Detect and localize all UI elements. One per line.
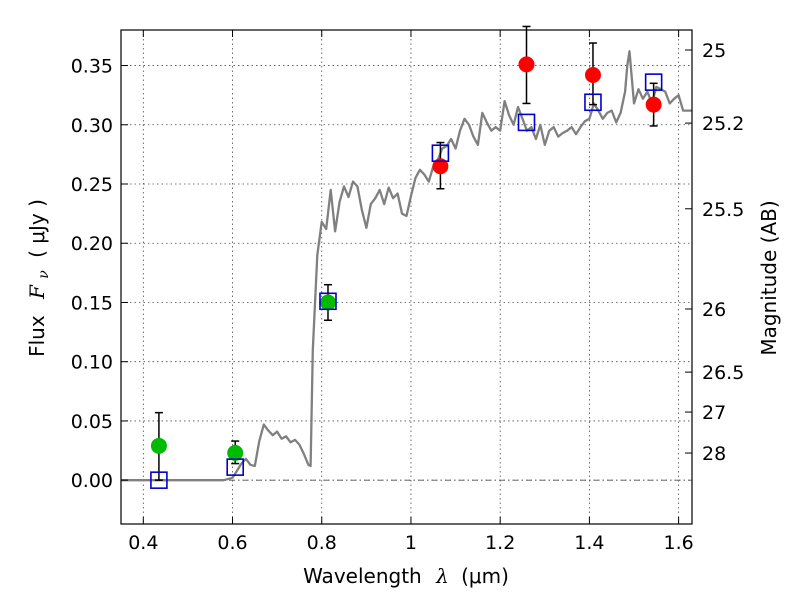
y-axis-ticks: 0.00 0.05 0.10 0.15 0.20 0.25 0.30 0.35: [71, 56, 128, 492]
y-axis-label: Flux F ν ( μJy ): [25, 199, 53, 357]
magnitude-tick-label: 25.2: [702, 113, 744, 135]
x-axis-symbol: λ: [435, 564, 449, 588]
magnitude-tick-label: 26.5: [702, 362, 744, 384]
plot-frame: [120, 29, 693, 525]
model-square-marker: [644, 73, 663, 91]
y-tick-label: 0.30: [71, 115, 113, 137]
observed-flux-point: [645, 96, 662, 113]
x-axis-label-text: Wavelength: [303, 564, 422, 588]
model-square-marker: [584, 93, 602, 112]
magnitude-tick-label: 25.5: [702, 199, 744, 221]
observed-flux-point: [319, 294, 336, 311]
x-axis-label: Wavelength λ (μm): [303, 564, 509, 588]
observed-flux-point: [227, 444, 244, 461]
model-square-marker: [431, 144, 450, 163]
x-tick-label: 1.2: [485, 532, 515, 554]
y-axis-subscript: ν: [36, 270, 52, 279]
model-square-marker: [150, 471, 168, 489]
model-square-marker: [319, 292, 337, 311]
y-tick-label: 0.20: [71, 233, 113, 255]
plot-area: [121, 25, 692, 489]
x-axis-ticks: 0.4 0.6 0.8 1 1.2 1.4 1.6: [128, 30, 694, 554]
y-tick-label: 0.10: [71, 352, 113, 374]
series-1: [150, 283, 336, 481]
y-axis-label-text: Flux: [25, 315, 49, 357]
x-axis-unit: (μm): [461, 564, 509, 588]
magnitude-tick-label: 25: [702, 40, 726, 62]
model-square-marker: [226, 458, 244, 476]
x-tick-label: 1.6: [664, 532, 694, 554]
y-axis-unit: ( μJy ): [25, 199, 49, 258]
y-tick-label: 0.15: [71, 292, 113, 314]
model-square-marker: [517, 113, 536, 132]
y-axis-symbol: F: [25, 284, 49, 300]
y-tick-label: 0.35: [71, 56, 113, 78]
magnitude-axis-ticks: 25 25.2 25.5 26 26.5 27 28: [685, 40, 744, 465]
magnitude-axis-label: Magnitude (AB): [757, 200, 781, 355]
x-tick-label: 0.8: [307, 532, 337, 554]
series-2: [432, 25, 662, 190]
series-3: [150, 73, 663, 489]
grid-lines: [121, 30, 692, 524]
observed-flux-point: [584, 67, 601, 84]
y-tick-label: 0.25: [71, 174, 113, 196]
magnitude-tick-label: 26: [702, 299, 726, 321]
x-tick-label: 1.4: [574, 532, 604, 554]
y-tick-label: 0.00: [71, 470, 113, 492]
magnitude-tick-label: 27: [702, 402, 726, 424]
x-tick-label: 0.4: [128, 532, 158, 554]
magnitude-tick-label: 28: [702, 443, 726, 465]
x-tick-label: 0.6: [217, 532, 247, 554]
y-tick-label: 0.05: [71, 411, 113, 433]
x-tick-label: 1: [405, 532, 417, 554]
observed-flux-point: [150, 437, 167, 454]
series-0: [121, 50, 692, 482]
observed-flux-point: [518, 56, 535, 73]
observed-flux-point: [432, 158, 449, 175]
model-spectrum-line: [121, 50, 692, 482]
